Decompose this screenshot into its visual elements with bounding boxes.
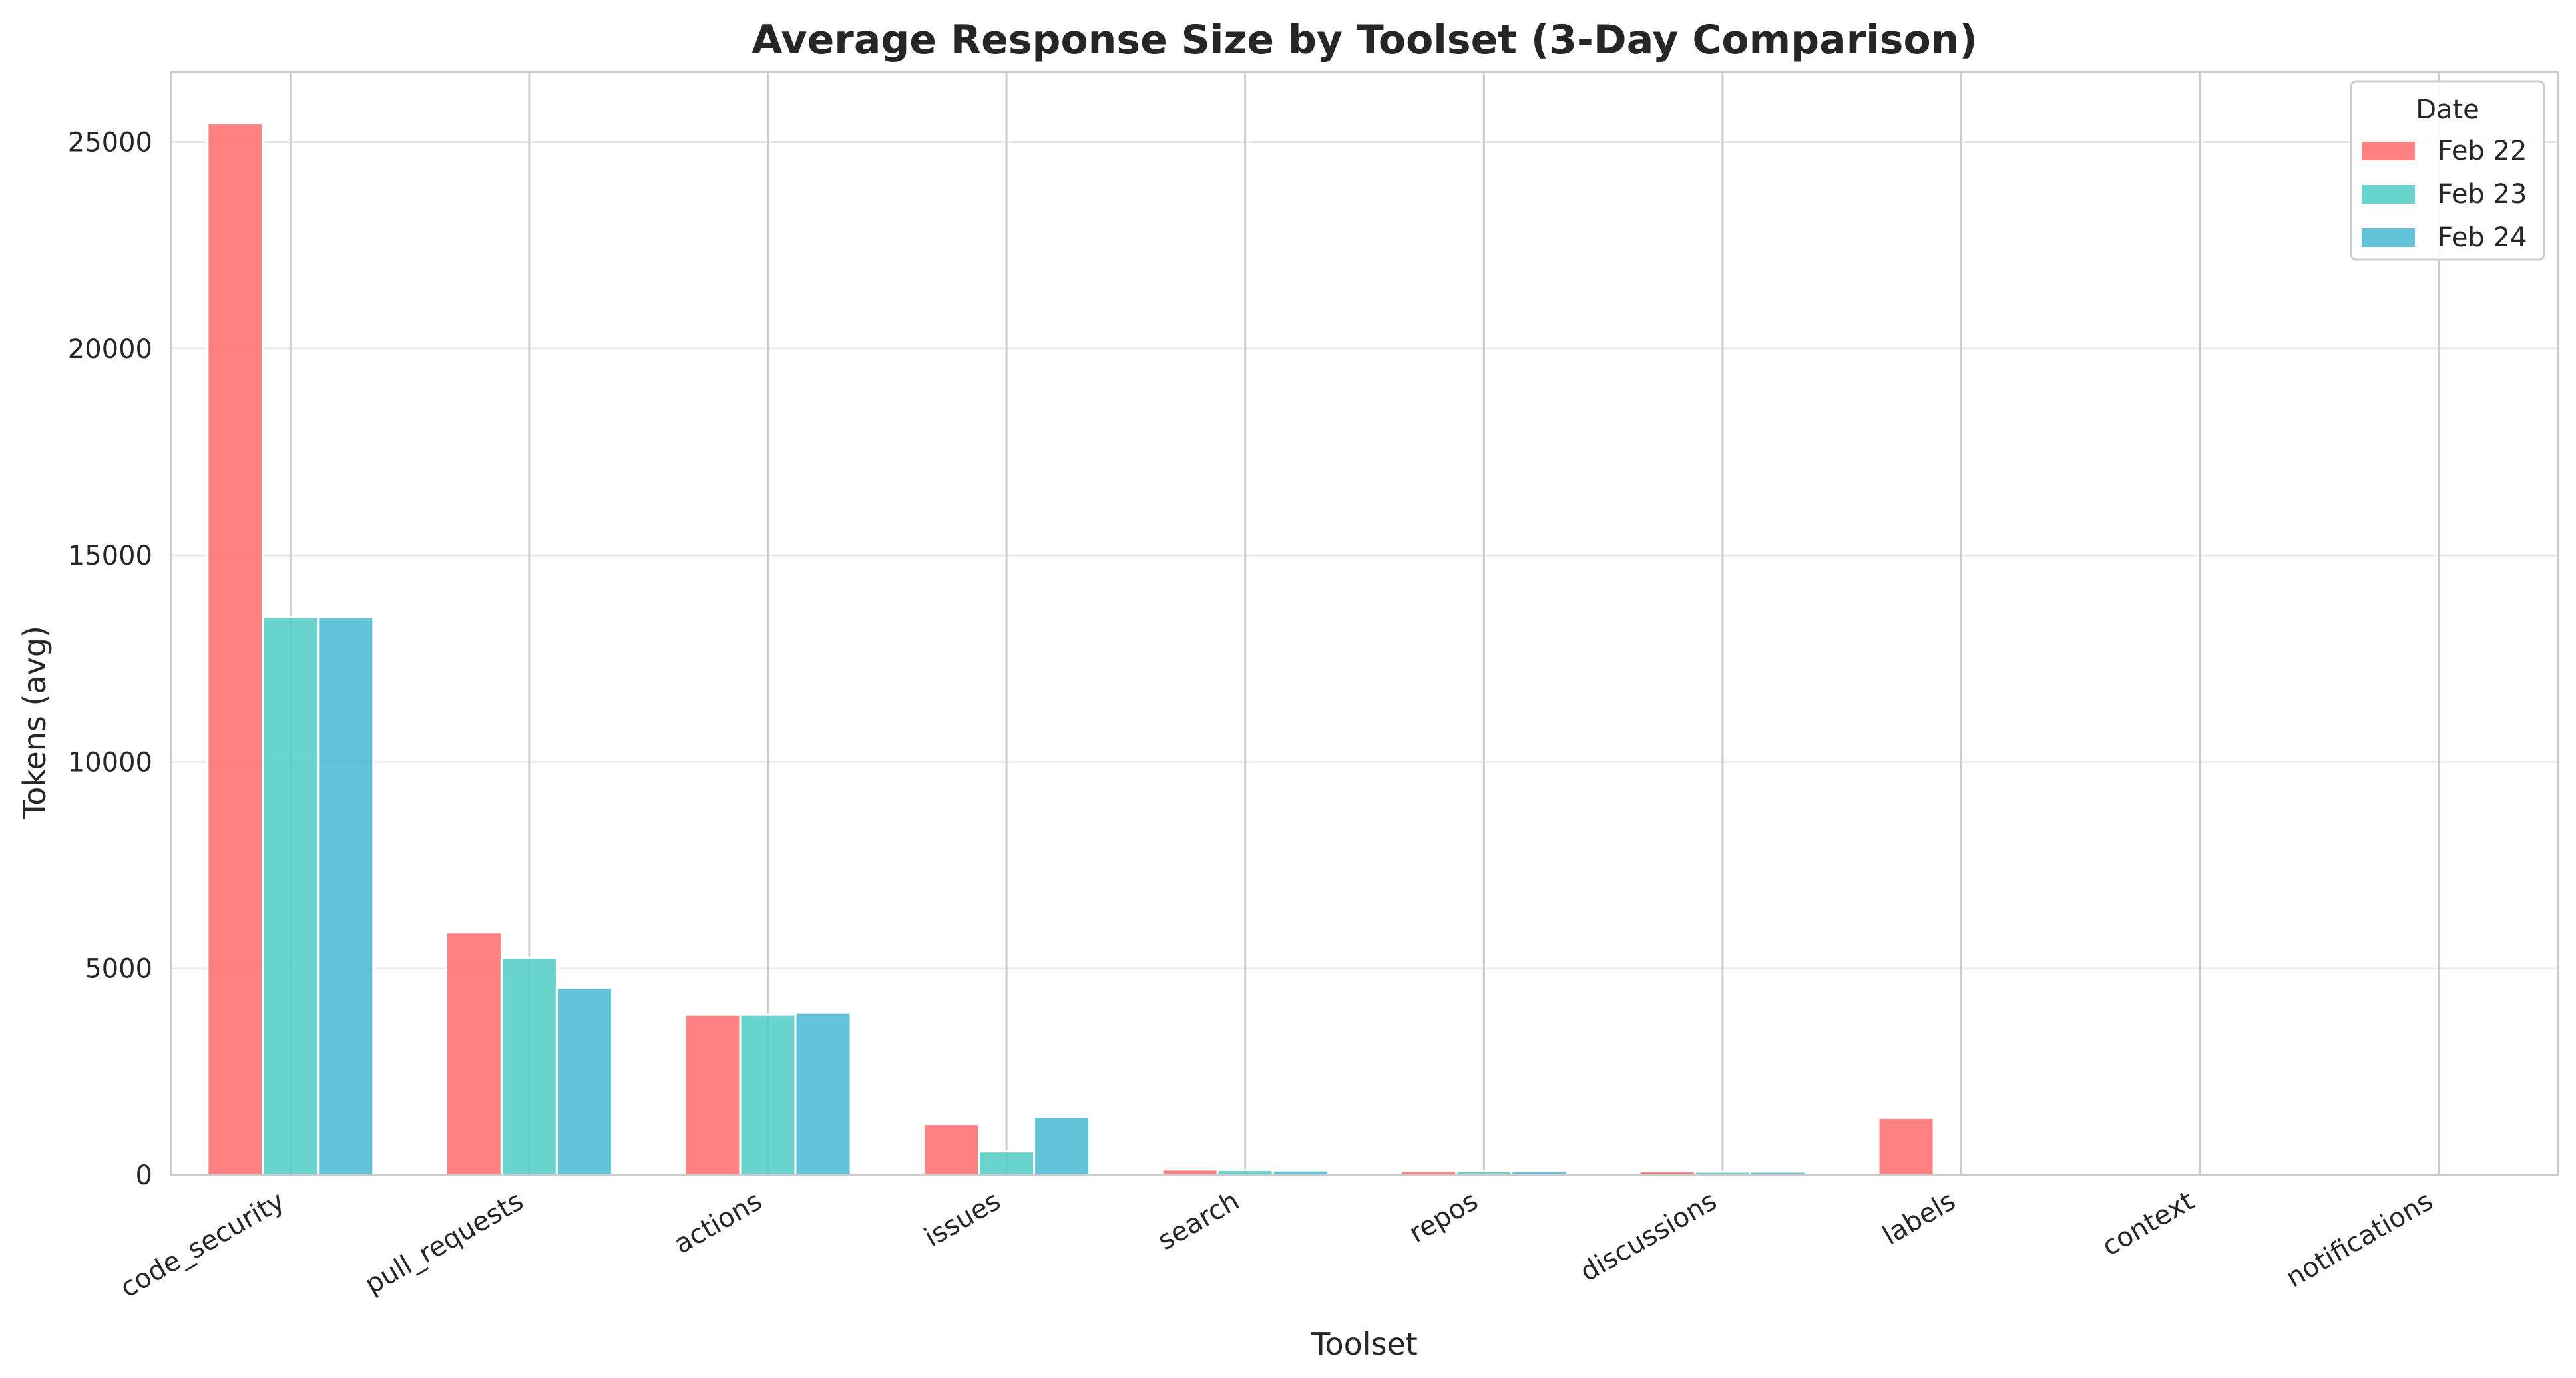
x-axis-label: Toolset	[1311, 1326, 1418, 1362]
y-axis-ticks: 0 5000 10000 15000 20000 25000	[68, 128, 152, 1191]
bar-code_security-feb-23	[262, 616, 320, 1176]
bar-actions-feb-24	[794, 1011, 852, 1176]
bar-issues-feb-23	[978, 1150, 1036, 1176]
bar-pull_requests-feb-23	[500, 957, 558, 1176]
legend-label: Feb 22	[2438, 136, 2527, 166]
chart-title: Average Response Size by Toolset (3-Day …	[751, 17, 1978, 63]
bar-issues-feb-22	[923, 1123, 980, 1176]
bar-actions-feb-22	[684, 1013, 742, 1176]
y-tick-label: 10000	[68, 747, 152, 778]
legend-label: Feb 23	[2438, 179, 2527, 210]
legend-label: Feb 24	[2438, 222, 2527, 253]
legend-box	[2350, 80, 2545, 261]
y-tick-label: 20000	[68, 334, 152, 365]
bar-issues-feb-24	[1033, 1116, 1091, 1176]
bars	[206, 122, 1935, 1176]
bar-pull_requests-feb-24	[555, 987, 613, 1176]
grid	[171, 72, 2558, 1175]
bar-actions-feb-23	[739, 1013, 797, 1176]
legend-swatch	[2362, 228, 2415, 247]
bar-code_security-feb-22	[206, 122, 264, 1176]
legend-swatch	[2362, 142, 2415, 160]
bar-code_security-feb-24	[317, 616, 375, 1176]
y-tick-label: 25000	[68, 128, 152, 158]
bar-labels-feb-22	[1877, 1116, 1935, 1176]
legend: Date Feb 22 Feb 23 Feb 24	[2350, 80, 2545, 261]
plot-frame	[170, 71, 2559, 1176]
y-tick-label: 15000	[68, 541, 152, 571]
y-axis-label: Tokens (avg)	[17, 626, 53, 819]
legend-swatch	[2362, 185, 2415, 204]
y-tick-label: 5000	[85, 954, 152, 985]
bar-pull_requests-feb-22	[445, 931, 503, 1176]
legend-title: Date	[2416, 95, 2479, 125]
y-tick-label: 0	[136, 1160, 152, 1191]
